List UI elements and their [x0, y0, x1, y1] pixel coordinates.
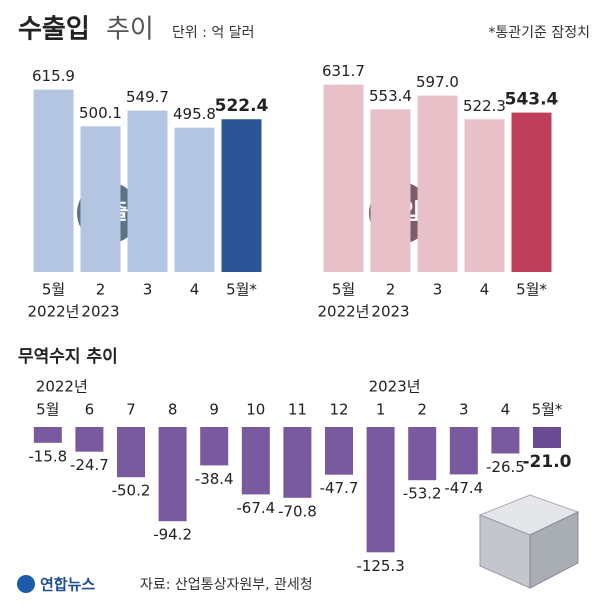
bar: [80, 126, 121, 272]
value-label: 495.8: [173, 105, 216, 123]
x-tick-label: 8: [168, 401, 178, 419]
value-label: 549.7: [126, 88, 169, 106]
value-label: 500.1: [79, 104, 122, 122]
value-label: -38.4: [195, 470, 234, 488]
value-label: 615.9: [32, 67, 75, 85]
x-tick-label: 5월*: [226, 281, 257, 299]
x-tick-label: 5월: [36, 401, 59, 419]
unit: 단위 : 억 달러: [172, 25, 254, 41]
section-title: 무역수지 추이: [18, 347, 118, 367]
bar: [117, 427, 145, 478]
value-label: -21.0: [523, 452, 572, 472]
bar: [33, 89, 74, 272]
title-light: 추이: [106, 15, 154, 45]
value-label: -125.3: [356, 557, 404, 575]
bar: [417, 95, 458, 272]
bar: [200, 427, 229, 466]
value-label: -70.8: [278, 502, 317, 520]
x-tick-label: 5월: [332, 281, 355, 299]
bar: [127, 110, 168, 272]
value-label: -15.8: [28, 447, 67, 465]
x-tick-label: 11: [288, 401, 307, 419]
value-label: -53.2: [403, 485, 442, 503]
bar: [370, 109, 411, 272]
bar: [158, 427, 187, 522]
x-tick-label: 4: [501, 401, 511, 419]
x-year-label: 2022년: [36, 378, 88, 396]
x-tick-label: 10: [246, 401, 265, 419]
x-tick-label: 4: [190, 281, 200, 299]
value-label: -94.2: [153, 526, 192, 544]
value-label: -67.4: [236, 499, 275, 517]
value-label: -47.7: [320, 479, 359, 497]
logo-mark: [17, 575, 35, 593]
logo: 연합뉴스: [40, 576, 95, 594]
x-tick-label: 2: [96, 281, 106, 299]
bar: [33, 427, 62, 443]
x-tick-label: 5월*: [532, 401, 563, 419]
bar: [449, 427, 478, 475]
value-label: -50.2: [112, 482, 151, 500]
x-tick-label: 5월: [42, 281, 65, 299]
bar: [464, 119, 505, 272]
bar: [533, 427, 561, 448]
bar: [323, 84, 364, 273]
x-year-label: 2022년: [318, 303, 370, 321]
bar: [283, 427, 312, 498]
x-tick-label: 12: [329, 401, 348, 419]
value-label: 522.3: [463, 97, 506, 115]
x-tick-label: 4: [480, 281, 490, 299]
x-tick-label: 5월*: [516, 281, 547, 299]
x-tick-label: 1: [376, 401, 386, 419]
bar: [75, 427, 104, 452]
x-tick-label: 6: [85, 401, 95, 419]
value-label: 597.0: [416, 73, 459, 91]
x-tick-label: 3: [433, 281, 443, 299]
bar: [408, 427, 437, 481]
value-label: 631.7: [322, 62, 365, 80]
bar: [174, 127, 215, 272]
bar: [491, 427, 520, 454]
x-tick-label: 3: [459, 401, 469, 419]
bar: [241, 427, 270, 495]
x-tick-label: 7: [126, 401, 136, 419]
source: 자료: 산업통상자원부, 관세청: [140, 577, 313, 593]
x-tick-label: 9: [209, 401, 219, 419]
value-label: 543.4: [505, 90, 559, 110]
value-label: 553.4: [369, 87, 412, 105]
bar: [511, 112, 552, 272]
bar: [366, 427, 395, 553]
x-year-label: 2023: [81, 303, 119, 321]
value-label: -24.7: [70, 456, 109, 474]
bar: [221, 119, 262, 273]
x-tick-label: 2: [386, 281, 396, 299]
x-year-label: 2023: [371, 303, 409, 321]
value-label: 522.4: [215, 96, 269, 116]
title-bold: 수출입: [18, 15, 90, 45]
value-label: -47.4: [444, 479, 483, 497]
bar: [325, 427, 353, 475]
value-label: -26.5: [486, 458, 525, 476]
x-year-label: 2022년: [28, 303, 80, 321]
container-illustration: [478, 494, 580, 589]
x-year-label: 2023년: [369, 378, 421, 396]
x-tick-label: 2: [417, 401, 427, 419]
x-tick-label: 3: [143, 281, 153, 299]
note: *통관기준 잠정치: [488, 25, 590, 41]
